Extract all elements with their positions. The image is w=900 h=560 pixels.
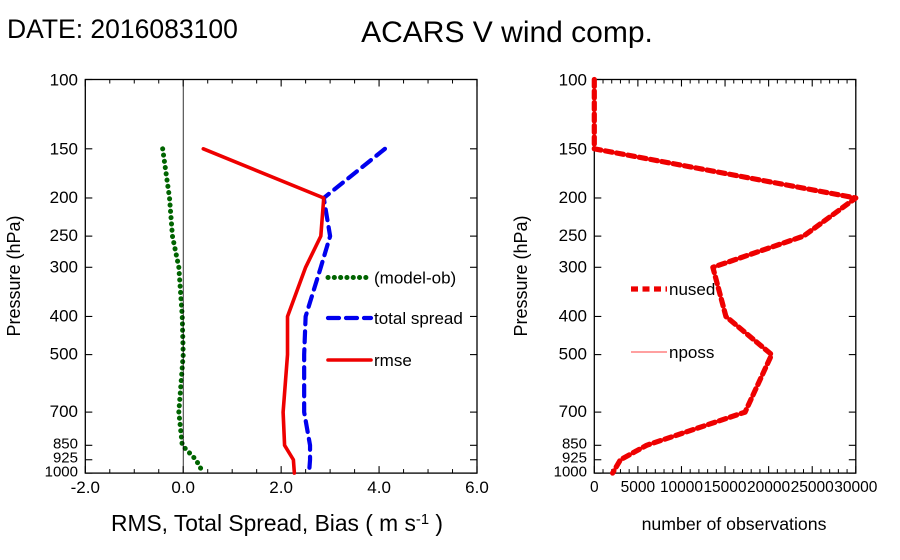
svg-text:700: 700 xyxy=(50,402,78,421)
svg-text:500: 500 xyxy=(559,345,587,364)
svg-text:number of observations: number of observations xyxy=(642,514,827,534)
svg-text:20000: 20000 xyxy=(747,479,790,496)
svg-text:15000: 15000 xyxy=(703,479,746,496)
svg-text:30000: 30000 xyxy=(834,479,877,496)
svg-text:300: 300 xyxy=(559,257,587,276)
svg-text:250: 250 xyxy=(50,226,78,245)
svg-text:RMS, Total Spread, Bias ( m s-: RMS, Total Spread, Bias ( m s-1 ) xyxy=(111,510,443,536)
svg-text:2.0: 2.0 xyxy=(269,478,293,497)
svg-text:-2.0: -2.0 xyxy=(71,478,100,497)
svg-text:Pressure (hPa): Pressure (hPa) xyxy=(4,215,24,336)
svg-text:700: 700 xyxy=(559,402,587,421)
svg-text:300: 300 xyxy=(50,257,78,276)
svg-text:400: 400 xyxy=(559,307,587,326)
svg-text:250: 250 xyxy=(559,226,587,245)
svg-text:10000: 10000 xyxy=(660,479,703,496)
svg-text:150: 150 xyxy=(559,139,587,158)
svg-text:0: 0 xyxy=(590,479,599,496)
svg-text:200: 200 xyxy=(559,188,587,207)
svg-text:Pressure (hPa): Pressure (hPa) xyxy=(511,215,531,336)
svg-text:rmse: rmse xyxy=(374,351,412,370)
svg-text:ACARS V wind comp.: ACARS V wind comp. xyxy=(361,16,653,49)
svg-text:nused: nused xyxy=(669,280,715,299)
svg-text:100: 100 xyxy=(559,71,587,90)
svg-text:(model-ob): (model-ob) xyxy=(374,269,456,288)
svg-text:500: 500 xyxy=(50,345,78,364)
svg-text:25000: 25000 xyxy=(791,479,834,496)
svg-text:200: 200 xyxy=(50,188,78,207)
svg-text:4.0: 4.0 xyxy=(367,478,391,497)
svg-text:150: 150 xyxy=(50,139,78,158)
svg-text:1000: 1000 xyxy=(554,464,587,481)
svg-text:DATE: 2016083100: DATE: 2016083100 xyxy=(7,14,238,44)
svg-text:100: 100 xyxy=(50,71,78,90)
svg-text:5000: 5000 xyxy=(621,479,656,496)
svg-text:6.0: 6.0 xyxy=(465,478,489,497)
svg-text:total spread: total spread xyxy=(374,309,463,328)
svg-text:400: 400 xyxy=(50,307,78,326)
svg-text:nposs: nposs xyxy=(669,343,714,362)
svg-text:0.0: 0.0 xyxy=(171,478,195,497)
